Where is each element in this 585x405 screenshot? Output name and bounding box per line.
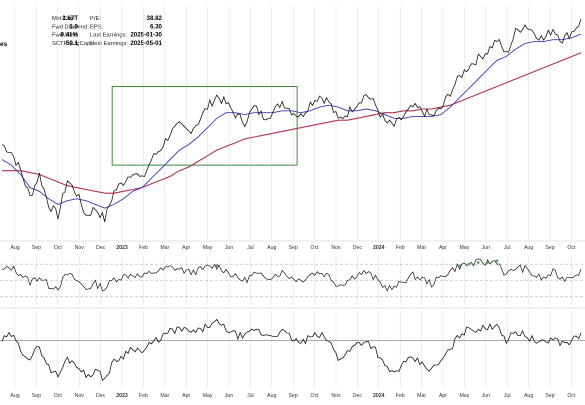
x-tick-label: Oct [54,393,63,399]
x-tick-label: May [203,393,213,399]
header-field-value: 38.82 [147,15,163,22]
x-tick-label: Jun [482,245,490,251]
x-tick-label: Jul [504,245,511,251]
x-tick-label: Nov [75,393,85,399]
x-tick-label: Oct [567,245,576,251]
header-field-label: SCTR (LrgCap): [52,41,94,47]
x-tick-label: Mar [417,245,426,251]
overbought-marker [215,264,219,268]
x-tick-label: Nov [75,245,85,251]
header-field-label: Next Earnings: [90,41,128,47]
moving-average-short-line [1,33,582,209]
x-tick-label: May [459,245,469,251]
x-tick-label: May [203,245,213,251]
x-tick-label: Sep [32,245,41,251]
x-axis-labels: Aug Sep Oct Nov Dec 2023 Feb Mar Apr May Jun Jul Aug… [10,393,576,399]
header-field-value: 0.41% [60,32,78,39]
x-tick-label: Jul [247,393,254,399]
x-tick-label: Aug [10,245,19,251]
x-tick-label: Apr [182,245,190,251]
x-tick-label: Feb [139,393,148,399]
x-tick-label: Oct [54,245,63,251]
x-tick-label: Jul [504,393,511,399]
relative-strength-line [1,318,582,382]
x-tick-label: Jun [482,393,490,399]
x-tick-label: Oct [567,393,576,399]
x-tick-label: Aug [267,393,276,399]
x-tick-label: Aug [10,393,19,399]
x-tick-label: Sep [545,245,554,251]
x-tick-label: Sep [289,245,298,251]
x-tick-label: Dec [353,245,363,251]
x-tick-label: 2023 [116,393,128,399]
header-field-label: P/E: [90,16,101,22]
oscillator-line [1,258,582,292]
overbought-marker [458,264,461,268]
overbought-marker [476,261,480,264]
x-axis-labels: Aug Sep Oct Nov Dec 2023 Feb Mar Apr May Jun Jul Aug… [10,245,576,251]
x-tick-label: 2023 [116,245,128,251]
overbought-marker [467,262,471,266]
x-tick-label: Jun [225,393,233,399]
x-tick-label: Mar [160,393,169,399]
x-tick-label: Feb [396,393,405,399]
x-tick-label: Aug [524,245,533,251]
header-left-fragment: es [0,41,8,48]
header-field-label: Last Earnings: [90,33,127,39]
x-tick-label: Sep [32,393,41,399]
highlight-box [111,85,298,166]
x-tick-label: 2024 [373,245,385,251]
x-tick-label: Oct [311,245,320,251]
info-header: es Mkt Cap:3.67T Fwd Dividend:1.0 Fwd Yield… [0,15,163,48]
header-field-label: Fwd Yield: [52,33,79,39]
x-tick-label: Dec [96,393,106,399]
x-tick-label: Apr [439,393,447,399]
price-line [1,18,582,222]
header-field-value: 59.1 [66,40,79,47]
x-tick-label: Aug [267,245,276,251]
x-tick-label: Feb [396,245,405,251]
x-tick-label: Dec [353,393,363,399]
header-field-value: 3.67T [62,15,78,22]
x-tick-label: Apr [182,393,190,399]
header-field-value: 2025-01-30 [130,32,162,39]
header-field-label: EPS: [90,24,104,30]
grid-lines [0,6,585,388]
x-tick-label: Aug [524,393,533,399]
x-tick-label: Nov [331,245,341,251]
overbought-marker [486,261,490,264]
x-tick-label: Jun [225,245,233,251]
x-tick-label: Mar [160,245,169,251]
x-tick-label: May [459,393,469,399]
header-field-value: 6.30 [150,23,163,30]
x-tick-label: Mar [417,393,426,399]
header-field-value: 1.0 [69,23,78,30]
x-tick-label: Oct [311,393,320,399]
x-tick-label: Dec [96,245,106,251]
header-field-label: Mkt Cap: [52,16,76,22]
header-field-value: 2025-05-01 [130,40,162,47]
x-tick-label: Jul [247,245,254,251]
x-tick-label: Apr [439,245,447,251]
moving-average-long-line [2,52,582,194]
x-tick-label: Feb [139,245,148,251]
x-tick-label: Nov [331,393,341,399]
header-field-label: Fwd Dividend: [52,24,89,30]
overbought-marker [495,259,499,263]
x-tick-label: 2024 [373,393,385,399]
x-tick-label: Sep [289,393,298,399]
x-tick-label: Sep [545,393,554,399]
